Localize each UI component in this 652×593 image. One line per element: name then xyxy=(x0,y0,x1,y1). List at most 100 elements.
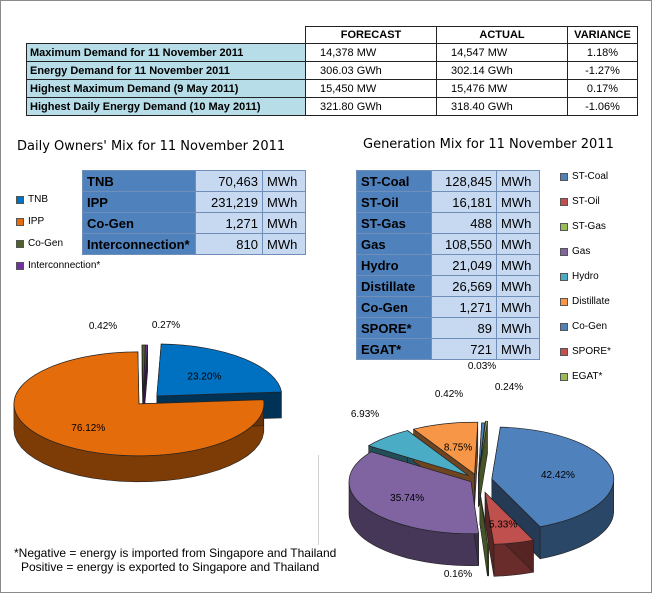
generation-row: Co-Gen 1,271 MWh xyxy=(356,296,540,318)
variance-value: -1.06% xyxy=(567,97,638,116)
pie-label-EGAT*: 0.24% xyxy=(495,382,523,393)
pie-slice-Distillate xyxy=(412,421,479,475)
generation-unit: MWh xyxy=(496,170,540,192)
footnote-line-positive: Positive = energy is exported to Singapo… xyxy=(21,560,320,574)
summary-row-label: Highest Maximum Demand (9 May 2011) xyxy=(26,79,306,98)
pie-label-SPORE*: 0.03% xyxy=(468,361,496,372)
generation-name: ST-Gas xyxy=(356,212,432,234)
owner-unit: MWh xyxy=(262,191,306,213)
pie-label-TNB: 23.20% xyxy=(187,371,221,382)
generation-value: 128,845 xyxy=(431,170,497,192)
pie-label-Distillate: 8.75% xyxy=(444,442,472,453)
legend-label: Co-Gen xyxy=(572,321,608,332)
summary-row-label: Maximum Demand for 11 November 2011 xyxy=(26,43,306,62)
generation-unit: MWh xyxy=(496,212,540,234)
legend-swatch xyxy=(16,239,24,248)
pie-slice-Gas xyxy=(348,451,479,535)
generation-value: 1,271 xyxy=(431,296,497,318)
generation-row: Distillate 26,569 MWh xyxy=(356,275,540,297)
pie-slice-IPP xyxy=(13,351,265,457)
actual-header: ACTUAL xyxy=(436,26,568,44)
summary-row: Energy Demand for 11 November 2011 306.0… xyxy=(26,61,638,80)
forecast-header: FORECAST xyxy=(305,26,437,44)
generation-mix-title: Generation Mix for 11 November 2011 xyxy=(363,137,614,152)
owner-unit: MWh xyxy=(262,212,306,234)
summary-row: Maximum Demand for 11 November 2011 14,3… xyxy=(26,43,638,62)
legend-item: Co-Gen xyxy=(16,238,63,249)
variance-header: VARIANCE xyxy=(567,26,638,44)
legend-swatch xyxy=(560,272,568,281)
generation-unit: MWh xyxy=(496,254,540,276)
pie-slice-Hydro xyxy=(367,430,469,476)
actual-value: 318.40 GWh xyxy=(436,97,568,116)
owner-value: 70,463 xyxy=(195,170,263,192)
actual-value: 14,547 MW xyxy=(436,43,568,62)
generation-name: Co-Gen xyxy=(356,296,432,318)
footnote-line-negative: *Negative = energy is imported from Sing… xyxy=(14,546,337,560)
generation-value: 488 xyxy=(431,212,497,234)
generation-unit: MWh xyxy=(496,296,540,318)
legend-swatch xyxy=(560,297,568,306)
pie-slice-ST-Gas xyxy=(479,491,490,545)
variance-value: 0.17% xyxy=(567,79,638,98)
legend-label: Gas xyxy=(572,246,591,257)
generation-name: Gas xyxy=(356,233,432,255)
pie-label-IPP: 76.12% xyxy=(71,423,105,434)
legend-item: ST-Oil xyxy=(560,196,600,207)
pie-slice-Interconnection* xyxy=(142,344,149,398)
pie-label-ST-Coal: 42.42% xyxy=(541,470,575,481)
legend-label: Distillate xyxy=(572,296,610,307)
panel-divider xyxy=(318,455,319,545)
generation-mix-table: ST-Coal 128,845 MWh ST-Oil 16,181 MWh ST… xyxy=(356,170,540,360)
pie-slice-ST-Oil xyxy=(484,491,535,545)
owners-mix-title: Daily Owners' Mix for 11 November 2011 xyxy=(17,139,286,154)
owner-unit: MWh xyxy=(262,233,306,255)
summary-row-label: Energy Demand for 11 November 2011 xyxy=(26,61,306,80)
legend-label: ST-Oil xyxy=(572,196,600,207)
legend-item: Gas xyxy=(560,246,590,257)
legend-swatch xyxy=(560,222,568,231)
legend-item: Hydro xyxy=(560,271,599,282)
generation-unit: MWh xyxy=(496,338,540,360)
pie-label-Gas: 35.74% xyxy=(390,493,424,504)
summary-row: Highest Daily Energy Demand (10 May 2011… xyxy=(26,97,638,116)
generation-unit: MWh xyxy=(496,233,540,255)
legend-item: Distillate xyxy=(560,296,610,307)
legend-swatch xyxy=(16,217,24,226)
generation-name: Hydro xyxy=(356,254,432,276)
legend-swatch xyxy=(560,172,568,181)
legend-label: IPP xyxy=(28,216,45,227)
pie-label-Co-Gen: 0.42% xyxy=(89,321,117,332)
summary-row-label: Highest Daily Energy Demand (10 May 2011… xyxy=(26,97,306,116)
generation-value: 16,181 xyxy=(431,191,497,213)
owner-name: TNB xyxy=(82,170,196,192)
legend-item: TNB xyxy=(16,194,48,205)
pie-slice-TNB xyxy=(156,343,282,397)
pie-label-Co-Gen: 0.42% xyxy=(435,389,463,400)
owners-row: Co-Gen 1,271 MWh xyxy=(82,212,306,234)
owners-mix-table: TNB 70,463 MWh IPP 231,219 MWh Co-Gen 1,… xyxy=(82,170,306,255)
generation-name: ST-Oil xyxy=(356,191,432,213)
legend-label: Interconnection* xyxy=(28,260,101,271)
generation-unit: MWh xyxy=(496,191,540,213)
forecast-value: 321.80 GWh xyxy=(305,97,437,116)
demand-summary-table: FORECAST ACTUAL VARIANCE Maximum Demand … xyxy=(26,26,638,116)
summary-row: Highest Maximum Demand (9 May 2011) 15,4… xyxy=(26,79,638,98)
owner-value: 231,219 xyxy=(195,191,263,213)
generation-value: 108,550 xyxy=(431,233,497,255)
actual-value: 302.14 GWh xyxy=(436,61,568,80)
pie-slice-ST-Coal xyxy=(491,426,615,528)
owner-name: Interconnection* xyxy=(82,233,196,255)
owners-row: TNB 70,463 MWh xyxy=(82,170,306,192)
owner-name: Co-Gen xyxy=(82,212,196,234)
owner-value: 1,271 xyxy=(195,212,263,234)
summary-corner-cell xyxy=(26,26,306,44)
generation-row: Gas 108,550 MWh xyxy=(356,233,540,255)
owners-row: Interconnection* 810 MWh xyxy=(82,233,306,255)
generation-name: SPORE* xyxy=(356,317,432,339)
legend-swatch xyxy=(16,195,24,204)
legend-swatch xyxy=(560,347,568,356)
generation-row: SPORE* 89 MWh xyxy=(356,317,540,339)
owner-name: IPP xyxy=(82,191,196,213)
